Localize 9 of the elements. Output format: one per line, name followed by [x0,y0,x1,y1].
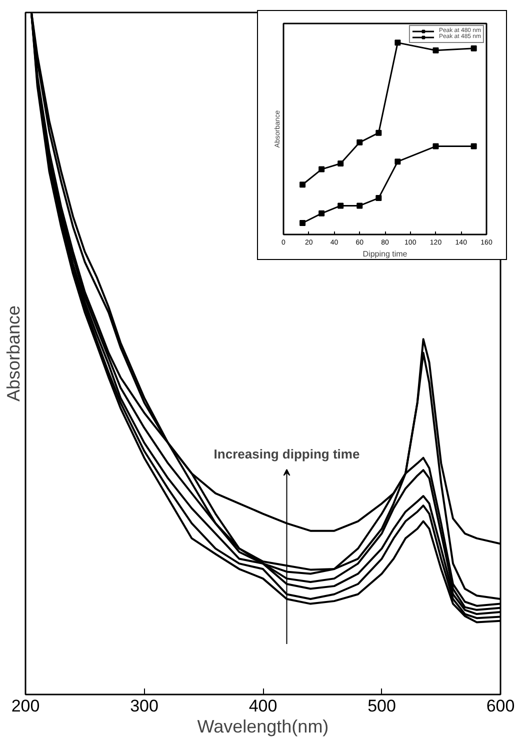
x-tick-label: 500 [368,696,396,716]
annotation: Increasing dipping time [214,446,360,462]
y-axis-title: Absorbance [4,305,24,402]
x-axis-title: Dipping time [362,250,408,258]
x-axis-title: Wavelength(nm) [197,716,329,736]
x-tick-label: 200 [11,696,40,716]
x-tick-label: 600 [486,696,515,716]
x-tick-label: 400 [248,696,278,716]
x-tick-label: 300 [130,696,158,716]
